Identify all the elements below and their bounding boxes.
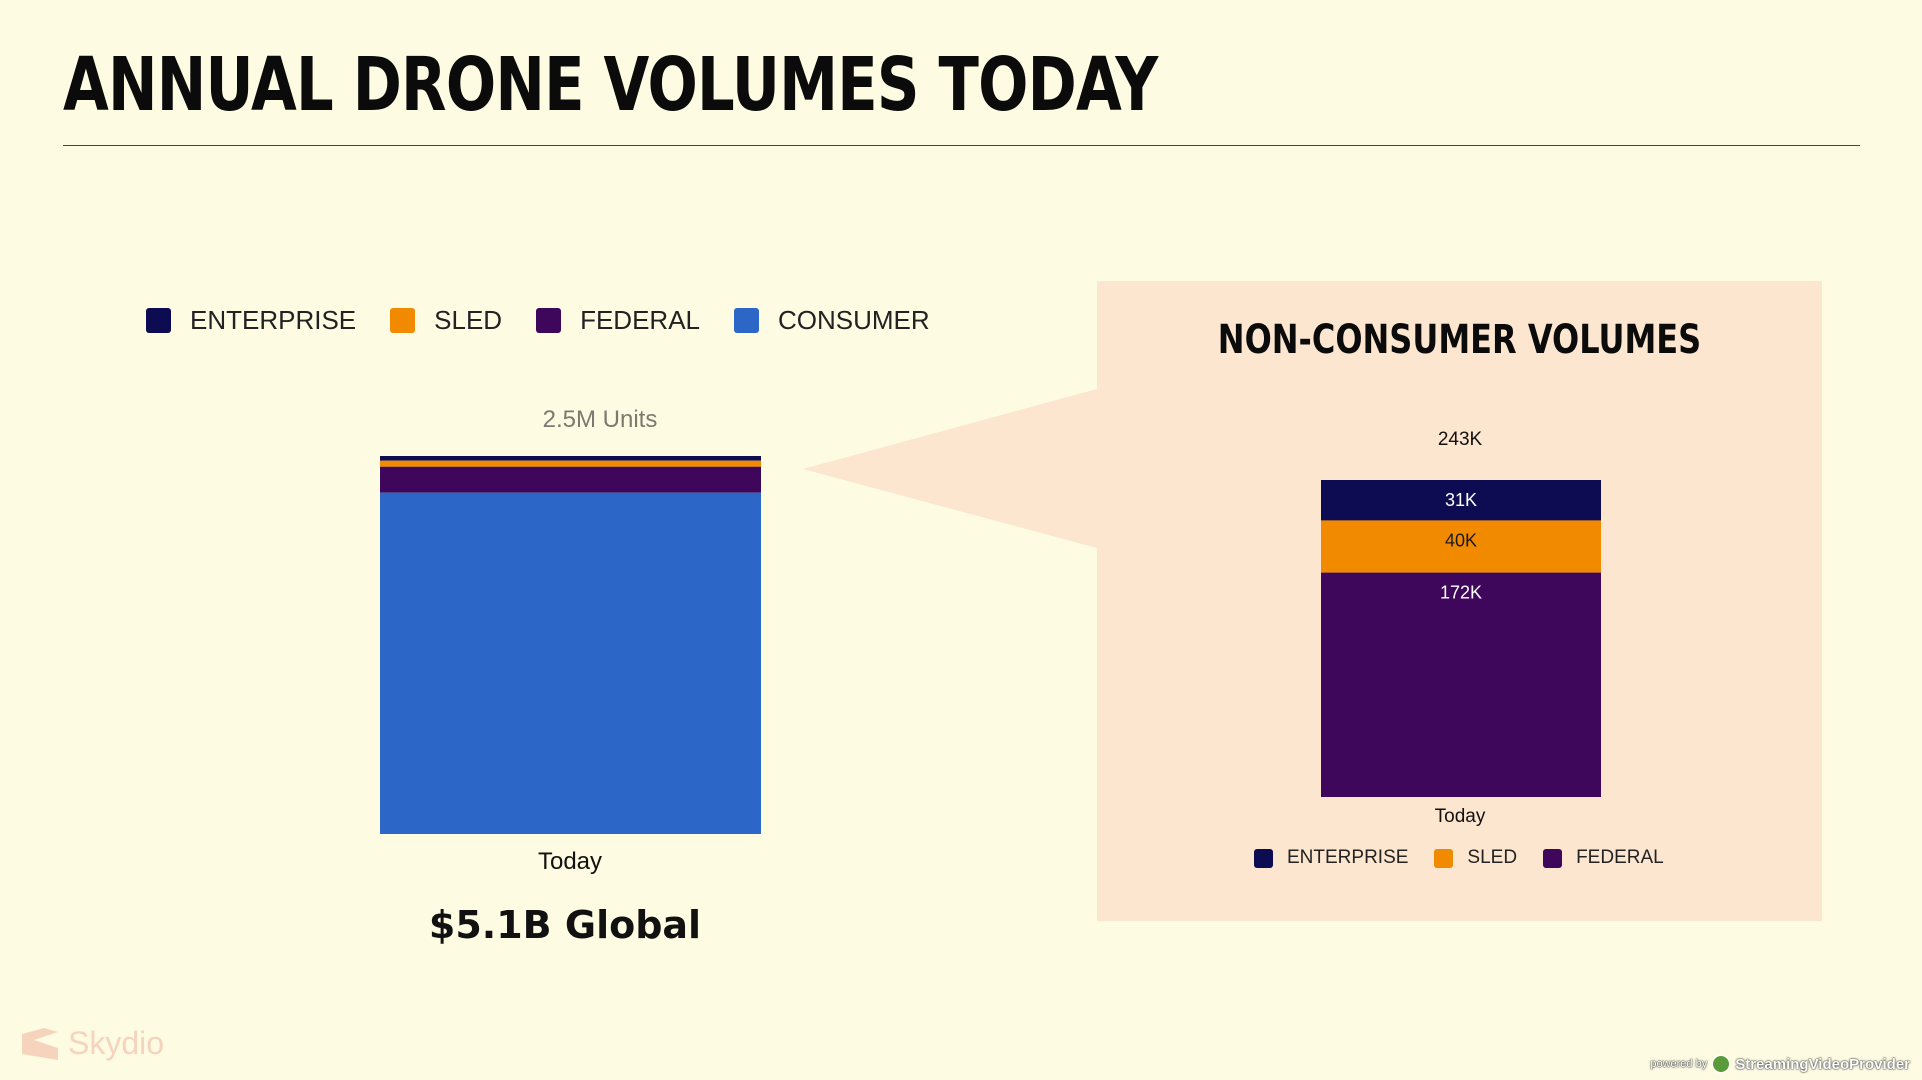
global-market-caption: $5.1B Global	[428, 903, 702, 947]
callout-pointer	[803, 389, 1097, 548]
main-legend: ENTERPRISE SLED FEDERAL CONSUMER	[146, 305, 964, 336]
streaming-provider-watermark: powered by StreamingVideoProvider	[1650, 1055, 1910, 1073]
right-bar-label-federal: 172K	[1440, 583, 1482, 603]
right-bar-value-labels: 172K 40K 31K	[1440, 490, 1482, 603]
skydio-logo: Skydio	[20, 1025, 164, 1062]
legend-item-enterprise: ENTERPRISE	[146, 305, 356, 336]
nc-legend-item-federal: FEDERAL	[1543, 847, 1664, 869]
legend-swatch-federal	[536, 308, 562, 333]
right-bar-segment-sled	[1321, 520, 1601, 573]
right-bar-total-label: 243K	[1437, 429, 1483, 450]
left-bar-segment-sled	[380, 460, 761, 467]
nc-legend-label-federal: FEDERAL	[1576, 847, 1664, 868]
legend-swatch-sled	[390, 308, 416, 333]
legend-swatch-consumer	[734, 308, 759, 333]
slide-title: ANNUAL DRONE VOLUMES TODAY	[63, 42, 1158, 128]
left-x-tick-label: Today	[537, 848, 603, 875]
left-bar-total-label: 2.5M Units	[542, 406, 658, 433]
left-bar-segment-federal	[380, 466, 761, 493]
powered-by-text: powered by	[1650, 1058, 1708, 1070]
legend-label-consumer: CONSUMER	[778, 305, 930, 335]
right-x-tick-label: Today	[1434, 806, 1486, 827]
nc-legend-label-sled: SLED	[1467, 847, 1518, 868]
legend-item-federal: FEDERAL	[536, 305, 700, 336]
legend-item-sled: SLED	[390, 305, 502, 336]
right-stacked-bar	[1321, 480, 1601, 797]
nc-legend-swatch-federal	[1543, 848, 1563, 868]
provider-name: StreamingVideoProvider	[1735, 1055, 1910, 1073]
skydio-logo-text: Skydio	[68, 1025, 165, 1061]
right-bar-segment-federal	[1321, 572, 1601, 797]
skydio-logo-icon	[22, 1027, 58, 1060]
left-stacked-bar	[380, 456, 761, 834]
left-bar-segment-consumer	[380, 492, 761, 834]
title-divider	[63, 145, 1860, 146]
legend-label-federal: FEDERAL	[580, 305, 700, 335]
provider-globe-icon	[1712, 1055, 1731, 1073]
right-bar-segment-enterprise	[1321, 480, 1601, 521]
legend-swatch-enterprise	[146, 308, 171, 333]
right-bar-label-sled: 40K	[1445, 530, 1477, 550]
nc-legend-swatch-sled	[1434, 848, 1454, 868]
nc-legend-swatch-enterprise	[1254, 848, 1273, 868]
right-bar-label-enterprise: 31K	[1445, 490, 1477, 510]
non-consumer-legend: ENTERPRISE SLED FEDERAL	[1254, 847, 1690, 869]
nc-legend-item-enterprise: ENTERPRISE	[1254, 847, 1408, 869]
legend-label-sled: SLED	[434, 305, 503, 335]
legend-label-enterprise: ENTERPRISE	[190, 305, 357, 335]
left-bar-segment-enterprise	[380, 456, 761, 461]
nc-legend-label-enterprise: ENTERPRISE	[1287, 847, 1409, 868]
nc-legend-item-sled: SLED	[1434, 847, 1517, 869]
non-consumer-title: NON-CONSUMER VOLUMES	[1217, 317, 1702, 363]
legend-item-consumer: CONSUMER	[734, 305, 930, 336]
